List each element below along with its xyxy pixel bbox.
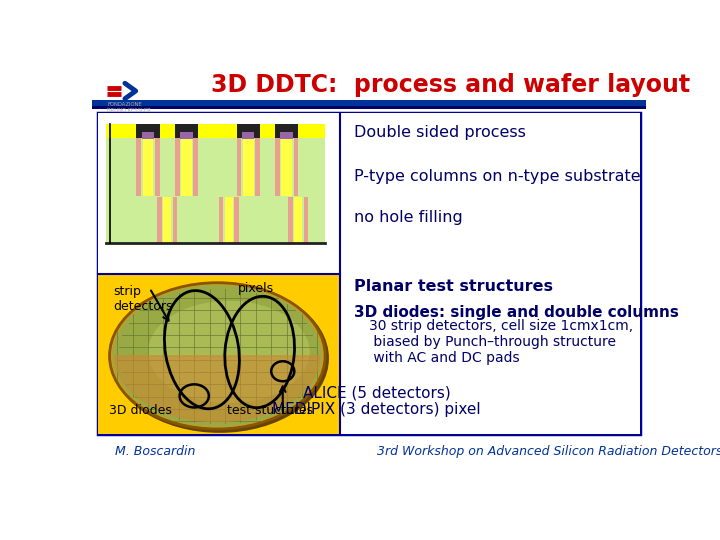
Bar bbox=[243, 138, 253, 195]
Bar bbox=[142, 132, 154, 139]
Bar bbox=[237, 124, 260, 195]
Bar bbox=[340, 112, 640, 274]
Ellipse shape bbox=[110, 284, 329, 433]
Text: Planar test structures: Planar test structures bbox=[354, 279, 553, 294]
Bar bbox=[275, 124, 298, 195]
Bar bbox=[241, 138, 255, 195]
Bar bbox=[92, 100, 647, 106]
Text: FONDAZIONE
BRUNO KESSLER: FONDAZIONE BRUNO KESSLER bbox=[107, 102, 151, 112]
Bar bbox=[137, 124, 160, 138]
Bar bbox=[175, 124, 198, 138]
Bar bbox=[175, 124, 198, 195]
Bar bbox=[98, 112, 640, 434]
Bar bbox=[162, 197, 173, 244]
Bar bbox=[237, 124, 260, 138]
Bar bbox=[225, 197, 233, 244]
Bar bbox=[282, 138, 292, 195]
Text: 3D DDTC:  process and wafer layout: 3D DDTC: process and wafer layout bbox=[211, 73, 690, 97]
Bar bbox=[106, 136, 325, 244]
Bar bbox=[106, 124, 325, 138]
Bar bbox=[98, 112, 340, 274]
Bar bbox=[137, 124, 160, 138]
Bar bbox=[275, 124, 298, 138]
Text: 3D diodes: 3D diodes bbox=[109, 404, 171, 417]
Bar bbox=[288, 197, 308, 244]
Bar bbox=[242, 132, 254, 139]
Bar bbox=[237, 124, 260, 138]
Bar bbox=[294, 197, 302, 244]
Bar bbox=[163, 197, 171, 244]
Text: 3rd Workshop on Advanced Silicon Radiation Detectors: 3rd Workshop on Advanced Silicon Radiati… bbox=[377, 445, 720, 458]
Bar bbox=[293, 197, 304, 244]
Bar bbox=[92, 106, 647, 109]
Bar bbox=[275, 124, 298, 138]
Bar bbox=[180, 132, 193, 139]
Bar bbox=[179, 138, 194, 195]
Text: ALICE (5 detectors)
MEDIPIX (3 detectors) pixel: ALICE (5 detectors) MEDIPIX (3 detectors… bbox=[272, 385, 481, 417]
Text: no hole filling: no hole filling bbox=[354, 210, 462, 225]
Text: Double sided process: Double sided process bbox=[354, 125, 526, 140]
Bar bbox=[98, 274, 340, 434]
Bar bbox=[181, 138, 192, 195]
Bar bbox=[157, 197, 177, 244]
Text: pixels: pixels bbox=[238, 282, 274, 295]
Ellipse shape bbox=[112, 285, 322, 427]
Text: test stuctures: test stuctures bbox=[227, 404, 312, 417]
Bar bbox=[223, 197, 234, 244]
Bar bbox=[281, 132, 293, 139]
Ellipse shape bbox=[148, 301, 310, 403]
Bar bbox=[137, 124, 160, 195]
Bar bbox=[180, 132, 193, 139]
Bar bbox=[106, 124, 325, 138]
Ellipse shape bbox=[109, 283, 325, 429]
Polygon shape bbox=[115, 356, 320, 422]
Text: strip
detectors: strip detectors bbox=[113, 285, 173, 313]
Text: 3D diodes: single and double columns: 3D diodes: single and double columns bbox=[354, 305, 678, 320]
Bar bbox=[281, 132, 293, 139]
Bar bbox=[340, 274, 640, 434]
Text: M. Boscardin: M. Boscardin bbox=[115, 445, 195, 458]
Bar bbox=[219, 197, 239, 244]
Bar bbox=[242, 132, 254, 139]
Text: P-type columns on n-type substrate: P-type columns on n-type substrate bbox=[354, 169, 640, 184]
Text: 30 strip detectors, cell size 1cmx1cm,
 biased by Punch–through structure
 with : 30 strip detectors, cell size 1cmx1cm, b… bbox=[369, 319, 633, 365]
Bar bbox=[279, 138, 294, 195]
Bar bbox=[141, 138, 155, 195]
Bar bbox=[143, 138, 153, 195]
Bar bbox=[175, 124, 198, 138]
Bar bbox=[142, 132, 154, 139]
